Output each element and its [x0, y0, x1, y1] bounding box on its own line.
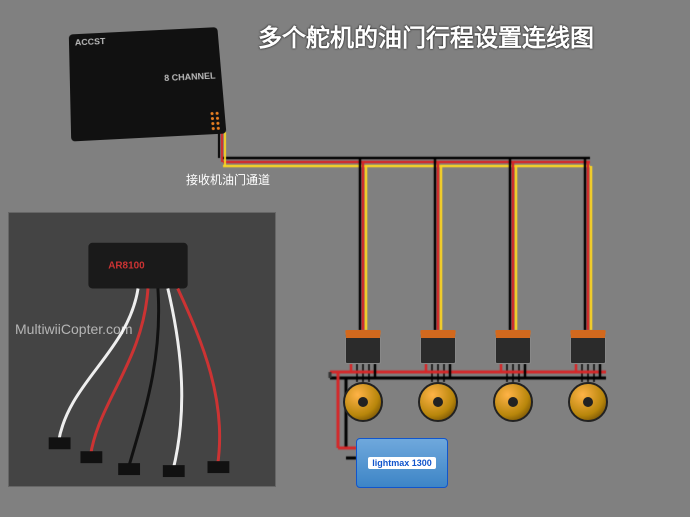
motor-1 [343, 382, 383, 422]
reference-photo: MultiwiiCopter.com AR8100 [8, 212, 276, 487]
esc-4 [570, 330, 606, 364]
rc-receiver: ACCST 8 CHANNEL [69, 27, 227, 141]
svg-text:AR8100: AR8100 [108, 261, 145, 272]
photo-watermark: MultiwiiCopter.com [15, 321, 132, 337]
motor-2 [418, 382, 458, 422]
receiver-channels: 8 CHANNEL [164, 71, 216, 83]
receiver-pin-leds [210, 112, 220, 130]
photo-harness-sketch: AR8100 [9, 213, 275, 486]
motor-4 [568, 382, 608, 422]
lipo-battery: lightmax 1300 [356, 438, 448, 488]
motor-3 [493, 382, 533, 422]
esc-2 [420, 330, 456, 364]
esc-1 [345, 330, 381, 364]
battery-label: lightmax 1300 [368, 457, 436, 469]
diagram-title: 多个舵机的油门行程设置连线图 [258, 18, 594, 53]
receiver-caption: 接收机油门通道 [186, 171, 270, 188]
receiver-brand: ACCST [75, 31, 213, 47]
esc-3 [495, 330, 531, 364]
